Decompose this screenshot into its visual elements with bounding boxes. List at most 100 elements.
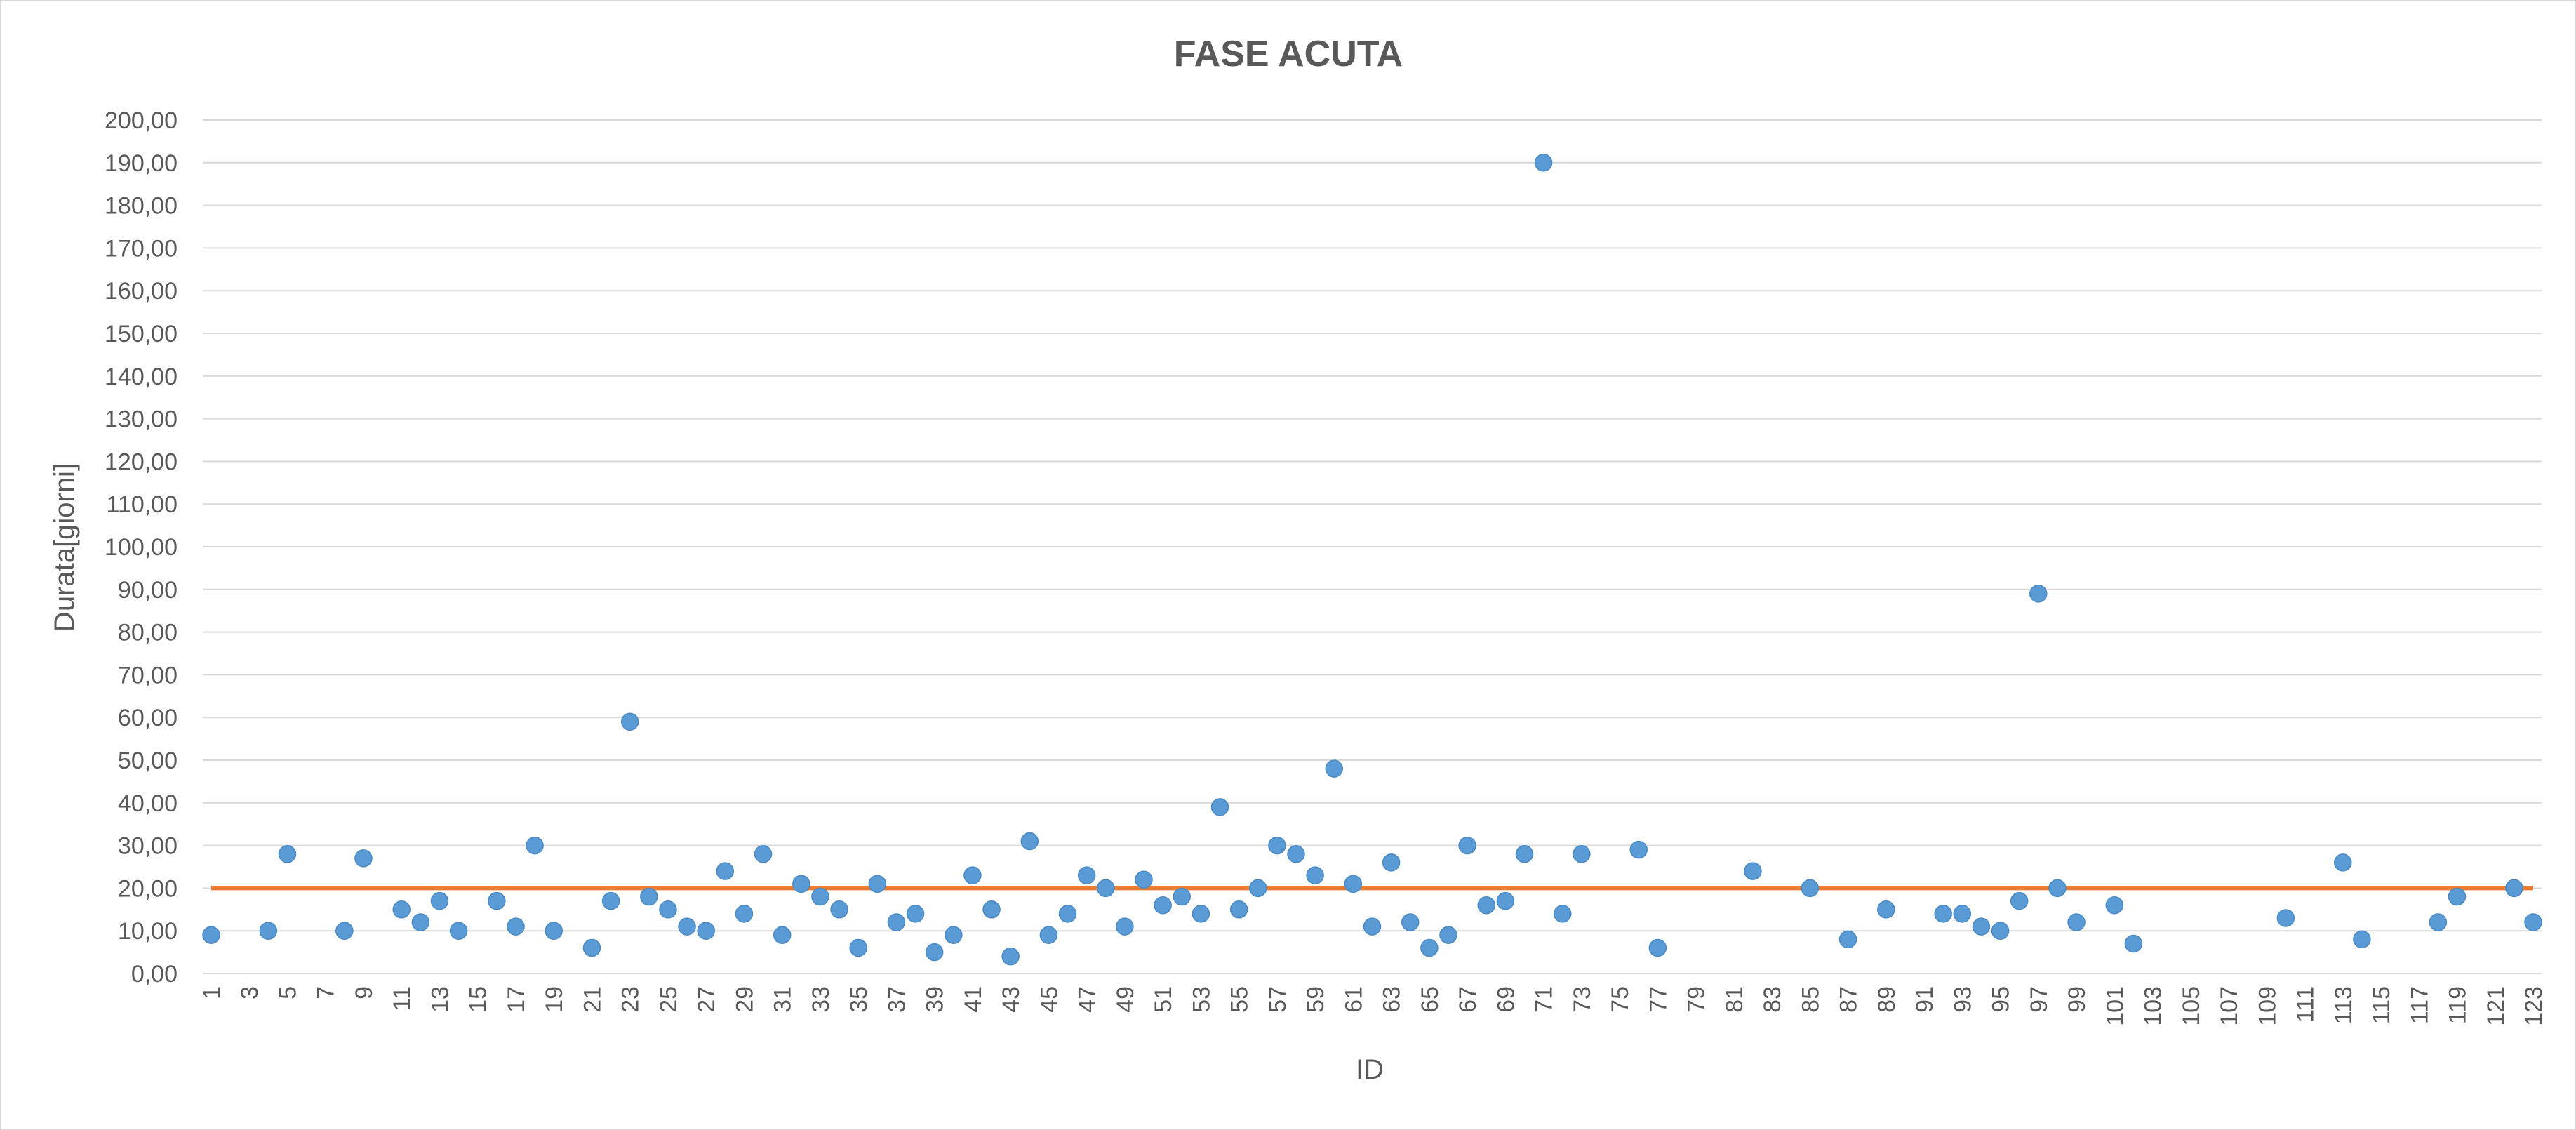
y-tick-label: 130,00: [105, 406, 178, 433]
data-point: [1363, 917, 1382, 936]
x-tick-label: 9: [351, 986, 378, 999]
data-point: [411, 913, 430, 931]
x-tick-label: 37: [883, 986, 910, 1013]
x-tick-label: 121: [2483, 986, 2509, 1026]
x-tick-label: 19: [541, 986, 568, 1013]
y-tick-label: 70,00: [118, 662, 178, 689]
x-tick-label: 49: [1112, 986, 1139, 1013]
data-point: [640, 887, 658, 906]
data-point: [449, 922, 468, 940]
x-tick-label: 119: [2445, 986, 2471, 1024]
y-tick-label: 100,00: [105, 534, 178, 561]
data-point: [1420, 938, 1439, 957]
y-axis-ticks: 0,00 10,00 20,00 30,00 40,00 50,00 60,00 70,00 8…: [105, 107, 178, 988]
y-tick-label: 170,00: [105, 235, 178, 262]
data-point: [430, 891, 449, 910]
data-point: [545, 922, 563, 940]
data-point: [716, 862, 735, 880]
data-point: [2124, 934, 2143, 953]
x-tick-label: 31: [770, 986, 796, 1013]
x-tick-label: 53: [1188, 986, 1215, 1013]
x-tick-label: 97: [2026, 986, 2053, 1013]
x-tick-label: 81: [1721, 986, 1748, 1013]
data-point: [278, 845, 297, 863]
x-axis-ticks: 1 3 5 7 9 11 13 15 17 19 21 23 25 27 29 31 33 35 37 39 41 43 4…: [199, 986, 2547, 1026]
y-tick-label: 0,00: [131, 961, 178, 988]
y-tick-label: 20,00: [118, 875, 178, 902]
data-point: [2276, 909, 2295, 927]
y-tick-label: 160,00: [105, 278, 178, 305]
x-tick-label: 57: [1264, 986, 1291, 1013]
data-point: [1744, 862, 1762, 880]
x-tick-label: 41: [960, 986, 987, 1013]
y-tick-label: 200,00: [105, 107, 178, 134]
data-point: [1039, 926, 1058, 945]
data-point: [1477, 896, 1495, 915]
data-point: [2334, 853, 2352, 872]
x-tick-label: 73: [1569, 986, 1596, 1013]
data-point: [1496, 891, 1515, 910]
data-point: [1534, 154, 1553, 172]
x-tick-label: 27: [693, 986, 720, 1013]
data-point: [1249, 879, 1267, 898]
data-point: [488, 891, 506, 910]
data-point: [773, 926, 792, 945]
data-point: [754, 845, 773, 863]
y-tick-label: 140,00: [105, 364, 178, 390]
y-tick-label: 180,00: [105, 193, 178, 220]
x-tick-label: 25: [655, 986, 682, 1013]
x-tick-label: 29: [731, 986, 758, 1013]
data-point: [849, 938, 867, 957]
x-tick-label: 45: [1036, 986, 1062, 1013]
gridlines: [203, 119, 2542, 974]
x-tick-label: 95: [1988, 986, 2015, 1013]
x-tick-label: 67: [1455, 986, 1481, 1013]
data-point: [1877, 900, 1895, 919]
data-points: [202, 154, 2542, 966]
data-point: [1991, 922, 2010, 940]
data-point: [1287, 845, 1305, 863]
x-axis-title: ID: [1356, 1054, 1384, 1085]
x-tick-label: 109: [2254, 986, 2281, 1026]
data-point: [906, 905, 925, 923]
data-point: [659, 900, 677, 919]
x-tick-label: 43: [998, 986, 1025, 1013]
x-tick-label: 51: [1150, 986, 1177, 1013]
y-tick-label: 190,00: [105, 150, 178, 177]
y-tick-label: 40,00: [118, 790, 178, 817]
data-point: [945, 926, 963, 945]
data-point: [792, 875, 810, 893]
y-tick-label: 150,00: [105, 321, 178, 347]
y-tick-label: 60,00: [118, 705, 178, 731]
x-tick-label: 33: [808, 986, 834, 1013]
x-tick-label: 63: [1379, 986, 1406, 1013]
y-tick-label: 120,00: [105, 448, 178, 475]
data-point: [2353, 930, 2371, 949]
x-tick-label: 75: [1607, 986, 1634, 1013]
data-point: [1058, 905, 1077, 923]
data-point: [2029, 585, 2048, 603]
data-point: [1344, 875, 1363, 893]
data-point: [1439, 926, 1457, 945]
x-tick-label: 3: [236, 986, 263, 999]
data-point: [2048, 879, 2067, 898]
data-point: [354, 849, 373, 868]
chart-title: FASE ACUTA: [1174, 34, 1403, 74]
data-point: [1801, 879, 1820, 898]
data-point: [1192, 905, 1210, 923]
data-point: [1268, 836, 1286, 855]
data-point: [1972, 917, 1991, 936]
y-tick-label: 80,00: [118, 620, 178, 646]
x-tick-label: 93: [1949, 986, 1976, 1013]
data-point: [1838, 930, 1857, 949]
x-tick-label: 65: [1417, 986, 1443, 1013]
x-tick-label: 5: [274, 986, 301, 999]
data-point: [202, 926, 220, 945]
data-point: [1648, 938, 1667, 957]
data-point: [582, 938, 601, 957]
data-point: [925, 943, 944, 962]
y-tick-label: 90,00: [118, 577, 178, 604]
data-point: [2505, 879, 2523, 898]
x-tick-label: 35: [846, 986, 872, 1013]
